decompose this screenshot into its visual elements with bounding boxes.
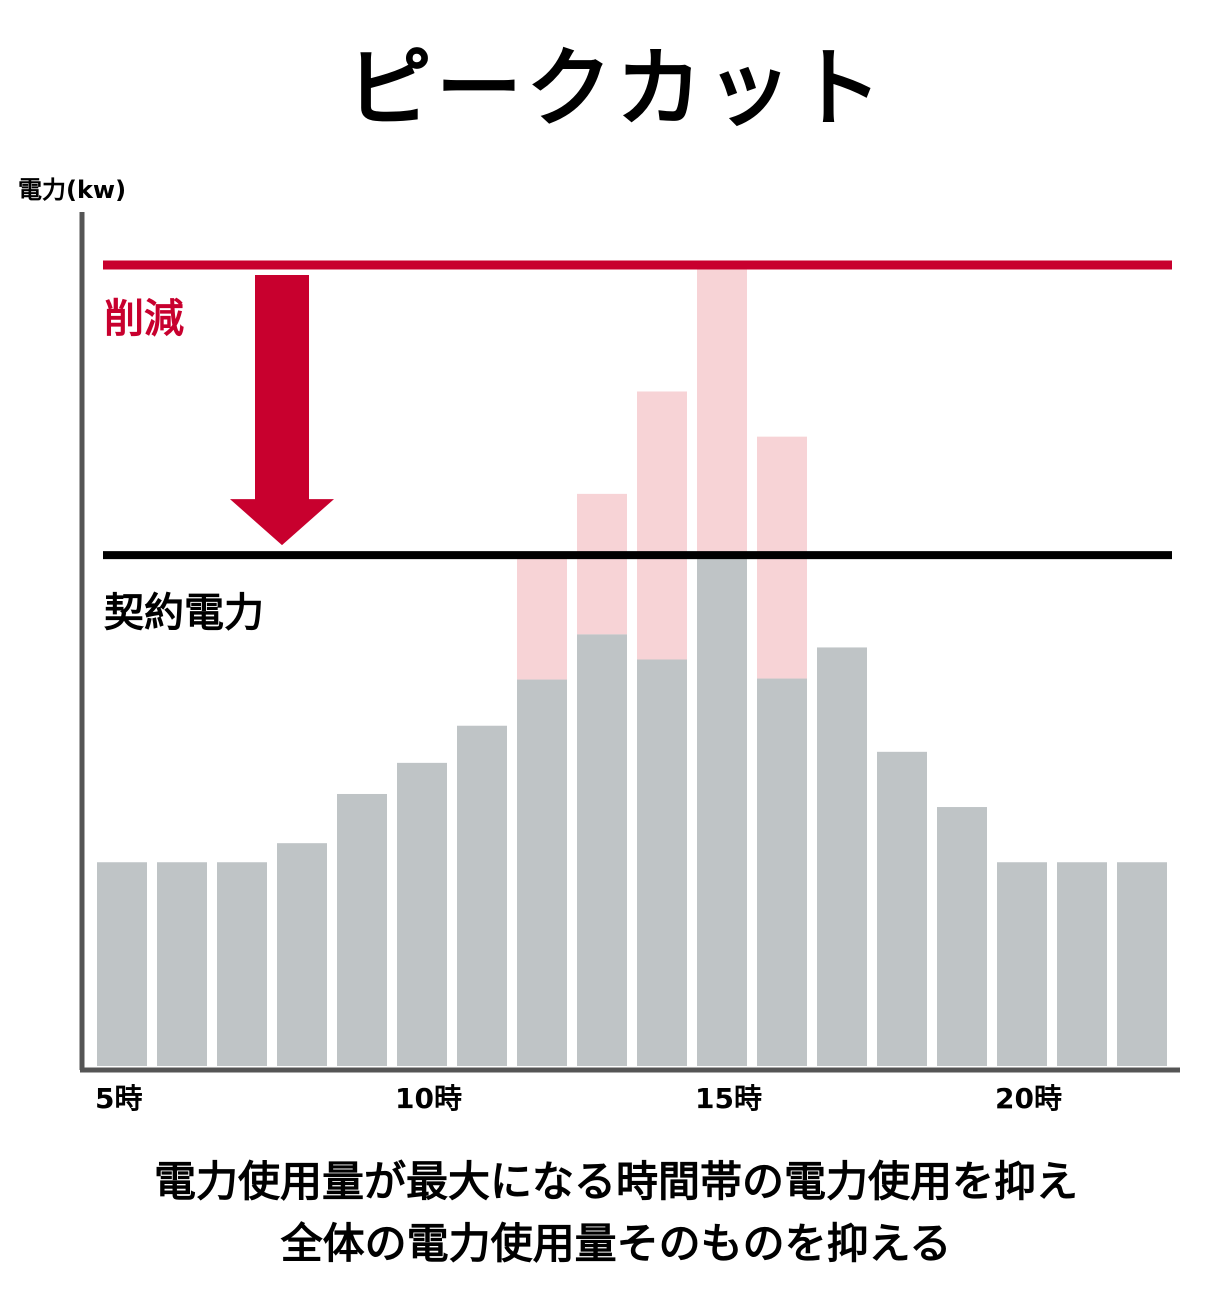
usage-bar-21 bbox=[1057, 862, 1107, 1066]
usage-bar-22 bbox=[1117, 862, 1167, 1066]
usage-bar-14 bbox=[637, 659, 687, 1066]
usage-bar-19 bbox=[937, 807, 987, 1066]
usage-bar-5 bbox=[97, 862, 147, 1066]
reduction-label: 削減 bbox=[104, 296, 184, 342]
caption-line-1: 電力使用量が最大になる時間帯の電力使用を抑え bbox=[153, 1157, 1078, 1206]
usage-bar-17 bbox=[817, 647, 867, 1066]
usage-bar-10 bbox=[397, 762, 447, 1066]
down-arrow-icon bbox=[230, 275, 334, 546]
lines-group bbox=[103, 260, 1172, 560]
reduced-bar-15 bbox=[697, 264, 747, 556]
chart-title: ピークカット bbox=[346, 39, 886, 139]
usage-bar-13 bbox=[577, 634, 627, 1066]
usage-bar-18 bbox=[877, 751, 927, 1066]
caption-line-2: 全体の電力使用量そのものを抑える bbox=[280, 1219, 952, 1268]
contract-power-label: 契約電力 bbox=[104, 590, 264, 636]
usage-bar-20 bbox=[997, 862, 1047, 1066]
reduced-bar-12 bbox=[517, 555, 567, 680]
usage-bar-6 bbox=[157, 862, 207, 1066]
usage-bar-15 bbox=[697, 555, 747, 1066]
x-tick-label-20: 20時 bbox=[995, 1082, 1062, 1115]
usage-bar-11 bbox=[457, 725, 507, 1066]
usage-bar-9 bbox=[337, 793, 387, 1066]
reduced-bar-14 bbox=[637, 391, 687, 660]
usage-bar-16 bbox=[757, 678, 807, 1066]
reduced-bar-13 bbox=[577, 493, 627, 635]
y-axis-label: 電力(kw) bbox=[18, 176, 127, 204]
x-tick-label-5: 5時 bbox=[95, 1082, 142, 1115]
usage-bar-8 bbox=[277, 843, 327, 1066]
bars-group bbox=[97, 264, 1167, 1066]
x-tick-label-15: 15時 bbox=[695, 1082, 762, 1115]
usage-bar-7 bbox=[217, 862, 267, 1066]
ticks-group: 5時 10時 15時 20時 bbox=[95, 1082, 1062, 1115]
usage-bar-12 bbox=[517, 679, 567, 1066]
x-tick-label-10: 10時 bbox=[395, 1082, 462, 1115]
axes-group bbox=[79, 212, 1180, 1073]
